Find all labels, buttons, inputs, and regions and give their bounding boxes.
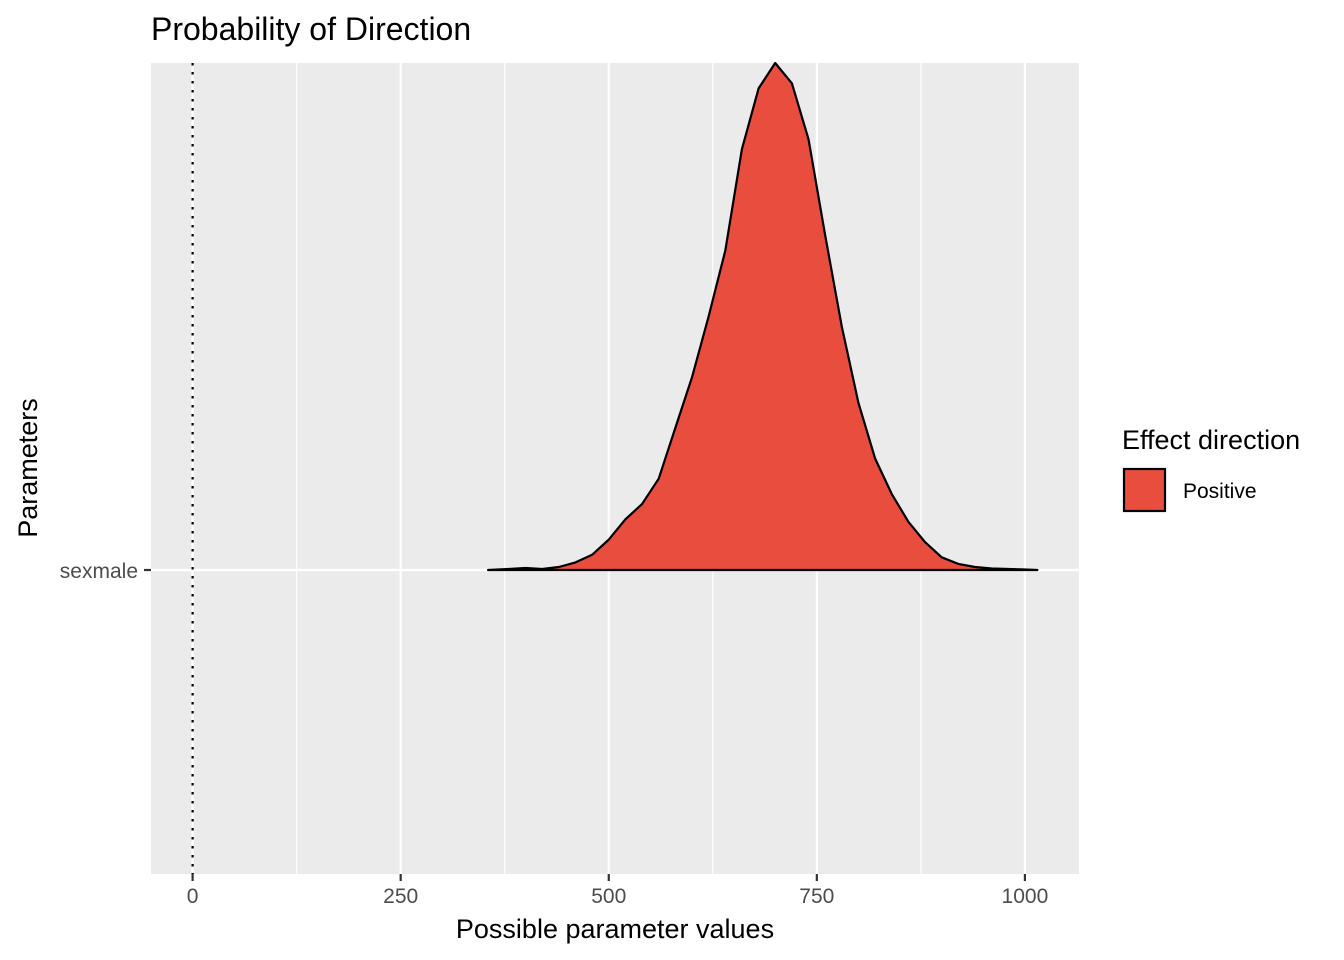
legend-label-positive: Positive <box>1183 480 1257 503</box>
legend-key-positive <box>1122 467 1167 513</box>
legend-title: Effect direction <box>1122 425 1300 455</box>
x-tick-label: 0 <box>187 885 199 908</box>
x-tick-label: 500 <box>591 885 626 908</box>
x-axis: 0 250 500 750 1000 <box>187 874 1048 908</box>
legend: Effect direction Positive <box>1122 425 1300 513</box>
chart-title: Probability of Direction <box>151 11 471 47</box>
y-tick-label: sexmale <box>60 560 138 583</box>
y-axis-label: Parameters <box>13 398 43 538</box>
x-tick-label: 1000 <box>1002 885 1049 908</box>
x-tick-label: 750 <box>799 885 834 908</box>
plot-panel <box>151 63 1079 874</box>
x-axis-label: Possible parameter values <box>456 914 774 944</box>
density-area-sexmale <box>487 61 1039 572</box>
y-axis: sexmale <box>60 560 151 583</box>
x-tick-label: 250 <box>383 885 418 908</box>
